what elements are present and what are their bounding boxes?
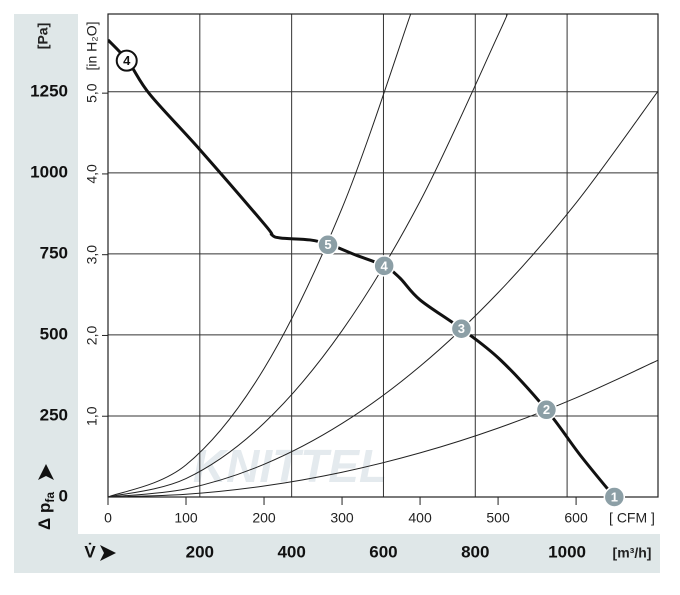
x-tick-label: 500 (486, 510, 510, 526)
x-tick-label: 600 (564, 510, 588, 526)
y2-axis-label: [in H₂O] (84, 22, 100, 71)
start-marker (115, 49, 138, 72)
plot-frame (107, 13, 659, 498)
y2-tick-label: 4,0 (84, 164, 100, 184)
y-tick-label: 750 (40, 243, 68, 262)
y-tick-label: 1250 (30, 81, 68, 100)
operating-point-label: 1 (611, 489, 618, 504)
y-axis-label: [Pa] (35, 23, 51, 49)
curve (108, 359, 658, 497)
curve (108, 14, 508, 497)
y2-tick-label: 5,0 (84, 83, 100, 103)
operating-point (603, 486, 626, 508)
y2-tick-label: 1,0 (84, 406, 100, 426)
x2-tick-label: 400 (277, 542, 305, 561)
y-tick-label: 500 (40, 324, 68, 343)
arrow (38, 464, 54, 480)
operating-point (535, 399, 558, 421)
operating-point-label: 3 (458, 321, 465, 336)
x-tick-label: 0 (104, 510, 112, 526)
operating-point-label: 2 (543, 402, 550, 417)
x2-tick-label: 600 (369, 542, 397, 561)
y-axis-title-group: Δ pfa (35, 464, 57, 530)
bottom-panel (14, 534, 660, 573)
curve (108, 14, 412, 497)
y-axis-title: Δ pfa (35, 492, 57, 530)
operating-point (317, 234, 339, 256)
arrow (100, 545, 116, 561)
operating-point-label: 5 (324, 237, 331, 252)
operating-point (450, 318, 473, 340)
y-axis-title-sub: fa (43, 492, 57, 503)
x-axis-title: V̇ (84, 542, 96, 561)
x2-tick-label: 200 (186, 542, 214, 561)
y2-tick-label: 3,0 (84, 245, 100, 265)
start-marker-label: 4 (123, 53, 131, 68)
y-axis-title-main: Δ p (35, 503, 54, 530)
curve (108, 38, 616, 497)
y-tick-label: 0 (59, 486, 68, 505)
x-axis-label: [ CFM ] (609, 510, 655, 526)
x-tick-label: 100 (174, 510, 198, 526)
x-tick-label: 400 (408, 510, 432, 526)
left-panel (14, 14, 78, 534)
curve (108, 90, 658, 497)
operating-point-label: 4 (381, 258, 389, 273)
y2-tick-label: 2,0 (84, 326, 100, 346)
x2-tick-label: 1000 (548, 542, 586, 561)
x-tick-label: 300 (330, 510, 354, 526)
y-tick-label: 1000 (30, 162, 68, 181)
y-tick-label: 250 (40, 405, 68, 424)
operating-point (373, 255, 395, 277)
x-tick-label: 200 (252, 510, 276, 526)
watermark: KNITTEL (193, 440, 387, 492)
x2-axis-label: [m³/h] (613, 545, 652, 561)
x2-tick-label: 800 (461, 542, 489, 561)
